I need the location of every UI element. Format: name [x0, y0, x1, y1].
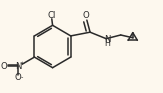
Text: -: -: [21, 74, 23, 80]
Text: +: +: [20, 61, 25, 66]
Text: N: N: [104, 35, 111, 44]
Text: Cl: Cl: [48, 11, 56, 20]
Text: O: O: [83, 11, 89, 20]
Text: O: O: [15, 73, 22, 82]
Text: H: H: [104, 39, 110, 48]
Text: N: N: [15, 62, 22, 71]
Text: O: O: [0, 62, 7, 71]
